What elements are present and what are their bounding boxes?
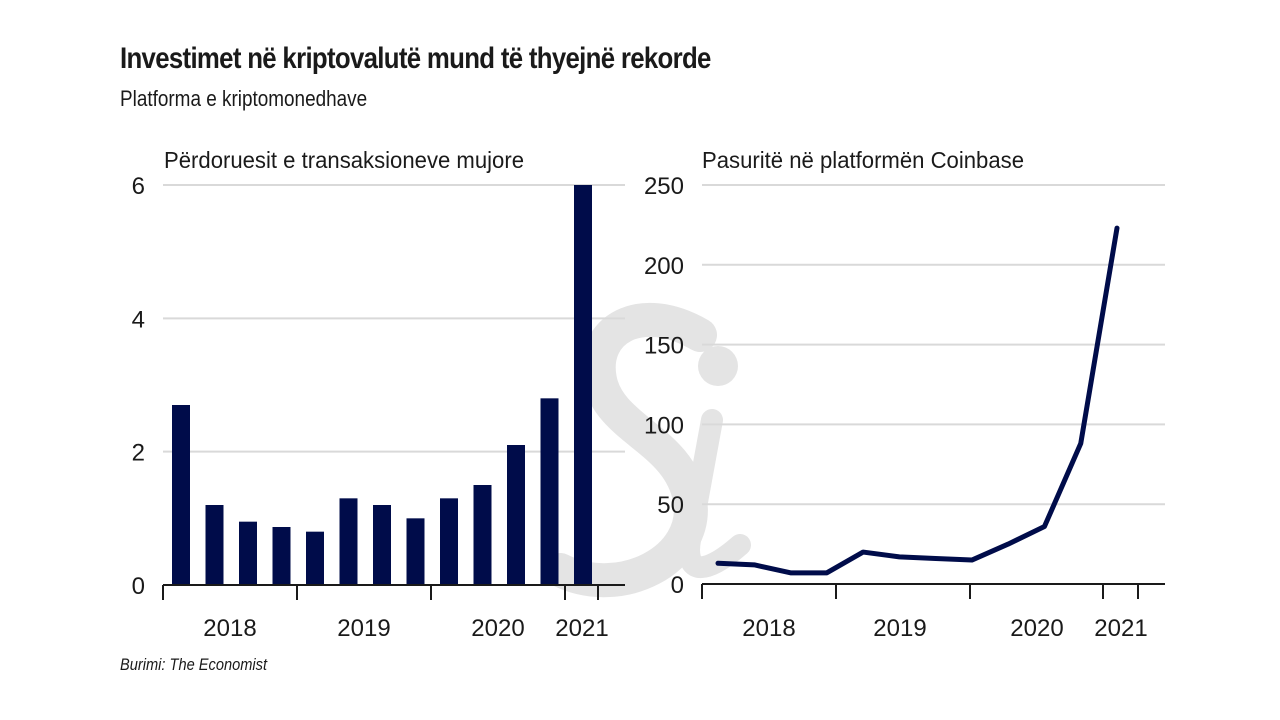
y-tick-label: 50	[657, 492, 684, 519]
bar	[239, 521, 257, 585]
series-line	[715, 225, 1120, 576]
line-chart-panel: Pasuritë në platformën Coinbase 0 50 100 15…	[644, 147, 1165, 642]
y-tick-label: 250	[644, 173, 684, 200]
y-tick-label: 6	[132, 173, 145, 200]
y-tick-label: 0	[132, 573, 145, 600]
bar	[306, 531, 324, 585]
chart-subtitle: Platforma e kriptomonedhave	[120, 86, 368, 111]
y-tick-label: 100	[644, 412, 684, 439]
x-tick-label: 2019	[337, 615, 390, 642]
x-tick-label: 2018	[742, 615, 795, 642]
bar-chart-panel: Përdoruesit e transaksioneve mujore 0 2 4 6…	[132, 147, 625, 642]
y-tick-label: 150	[644, 333, 684, 360]
bar	[540, 398, 559, 585]
x-tick-label: 2020	[1010, 615, 1063, 642]
source-note: Burimi: The Economist	[120, 655, 268, 674]
x-tick-label: 2021	[1094, 615, 1147, 642]
y-tick-label: 0	[671, 572, 684, 599]
line-chart-title: Pasuritë në platformën Coinbase	[702, 147, 1024, 173]
bar	[272, 527, 291, 585]
bar	[339, 498, 358, 585]
bar	[473, 485, 492, 585]
y-tick-label: 200	[644, 253, 684, 280]
bar	[574, 185, 592, 585]
x-tick-label: 2019	[873, 615, 926, 642]
y-tick-label: 4	[132, 306, 145, 333]
bar	[373, 505, 391, 585]
bar	[205, 505, 224, 585]
y-tick-label: 2	[132, 440, 145, 467]
x-tick-label: 2021	[555, 615, 608, 642]
bar	[507, 445, 525, 585]
chart-title: Investimet në kriptovalutë mund të thyej…	[120, 42, 711, 75]
bar-chart-title: Përdoruesit e transaksioneve mujore	[164, 147, 524, 173]
bar	[406, 518, 425, 585]
x-tick-label: 2018	[203, 615, 256, 642]
bar	[440, 498, 458, 585]
x-tick-label: 2020	[471, 615, 524, 642]
bar	[172, 405, 190, 585]
